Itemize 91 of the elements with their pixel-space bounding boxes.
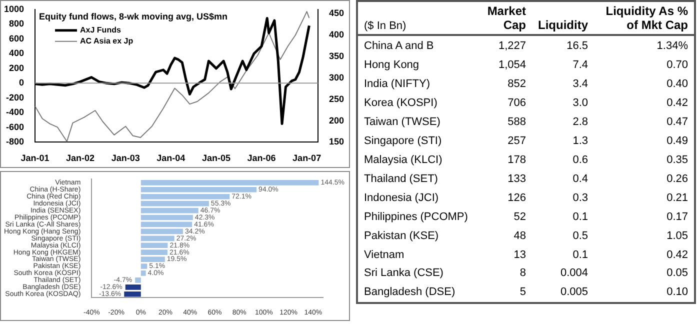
bar (140, 222, 192, 228)
x-tick-label: Jan-02 (66, 153, 95, 164)
data-label: 2.8 (572, 114, 589, 130)
y-tick-label: -600 (6, 122, 24, 132)
data-label: 0.05 (666, 266, 689, 282)
chart-title: Equity fund flows, 8-wk moving avg, US$mn (39, 11, 228, 22)
data-label: 0.005 (559, 285, 589, 300)
y-tick-label: 400 (8, 48, 24, 58)
data-label: 0.4 (572, 172, 589, 187)
data-label: 1.3 (572, 134, 589, 149)
x-tick-label: Jan-04 (156, 153, 186, 164)
bar (140, 214, 193, 220)
data-label: 1.05 (666, 228, 689, 244)
x-tick-label: Jan-05 (202, 153, 231, 164)
y2-tick-label: 200 (328, 115, 344, 126)
category-label: China A and B (363, 38, 435, 54)
data-label: 0.5 (572, 228, 589, 244)
y-tick-label: 600 (8, 33, 24, 44)
y-tick-label: 200 (8, 62, 24, 73)
data-label: 16.5 (566, 38, 589, 54)
data-label: 0.26 (666, 172, 689, 187)
data-label: 0.47 (666, 114, 689, 130)
y2-tick-label: 300 (328, 72, 344, 82)
x-tick-label: Jan-03 (111, 153, 140, 164)
data-label: 3.0 (572, 96, 589, 111)
y2-tick-label: 250 (328, 94, 344, 104)
bar (140, 208, 198, 214)
data-label: 0.42 (666, 248, 689, 262)
data-label: 0.17 (666, 210, 689, 225)
data-label: 7.4 (572, 58, 589, 73)
y2-tick-label: 400 (328, 30, 344, 40)
category-label: Singapore (STI) (363, 134, 443, 149)
y-tick-label: 1000 (4, 4, 24, 14)
y2-tick-label: 450 (328, 8, 344, 18)
y-tick-label: -400 (6, 107, 24, 118)
y2-tick-label: 150 (328, 136, 344, 147)
category-label: Korea (KOSPI) (363, 96, 438, 111)
category-label: Sri Lanka (CSE) (363, 266, 444, 282)
y-tick-label: 0 (19, 78, 24, 88)
data-label: 52 (512, 210, 527, 225)
data-label: 8 (518, 266, 527, 282)
text: ($ In Bn) (363, 19, 408, 34)
bar (135, 278, 141, 283)
y2-tick-label: 350 (328, 51, 344, 62)
data-label: 0.3 (572, 190, 589, 206)
legend-label: AC Asia ex Jp (80, 36, 134, 46)
data-label: 1,227 (497, 38, 527, 54)
category-label: Malaysia (KLCI) (363, 152, 444, 168)
category-label: India (NIFTY) (363, 76, 432, 92)
data-label: 48 (512, 228, 527, 244)
data-label: 0.40 (666, 76, 689, 92)
category-label: Philippines (PCOMP) (363, 210, 469, 225)
data-label: 0.10 (666, 285, 689, 300)
text: Liquidity (537, 17, 589, 34)
y-tick-label: -800 (6, 136, 24, 147)
data-label: 0.1 (572, 248, 589, 262)
text: Liquidity As % of Mkt Cap (604, 3, 689, 34)
x-tick-label: Jan-07 (292, 153, 322, 164)
data-label: 0.6 (572, 152, 589, 168)
category-label: Bangladesh (DSE) (363, 285, 456, 300)
data-label: 0.49 (666, 134, 689, 149)
x-tick-label: Jan-06 (247, 153, 276, 164)
data-label: 5 (518, 285, 527, 300)
data-label: 0.21 (666, 190, 689, 206)
y-tick-label: 800 (8, 18, 24, 29)
y-tick-label: -200 (6, 92, 24, 102)
category-label: Indonesia (JCI) (363, 190, 440, 206)
legend-label: AxJ Funds (80, 26, 122, 35)
category-label: Hong Kong (363, 58, 420, 73)
data-label: 257 (506, 134, 527, 149)
category-label: Vietnam (363, 248, 406, 262)
data-label: 126 (506, 190, 527, 206)
x-tick-label: Jan-01 (20, 153, 50, 164)
category-label: Taiwan (TWSE) (363, 114, 442, 130)
category-label: Pakistan (KSE) (363, 228, 440, 244)
text: Market Cap (486, 3, 527, 34)
data-label: 0.004 (559, 266, 589, 282)
data-label: 0.1 (572, 210, 589, 225)
data-label: 852 (506, 76, 527, 92)
data-label: 3.4 (572, 76, 589, 92)
data-label: 0.70 (666, 58, 689, 73)
data-label: 178 (506, 152, 527, 168)
data-label: 1.34% (656, 38, 689, 54)
data-label: 0.35 (666, 152, 689, 168)
data-label: 13 (512, 248, 527, 262)
data-label: 0.42 (666, 96, 689, 111)
category-label: Thailand (SET) (363, 172, 439, 187)
data-label: 1,054 (497, 58, 527, 73)
data-label: 133 (506, 172, 527, 187)
data-label: 588 (506, 114, 527, 130)
data-label: 706 (506, 96, 527, 111)
